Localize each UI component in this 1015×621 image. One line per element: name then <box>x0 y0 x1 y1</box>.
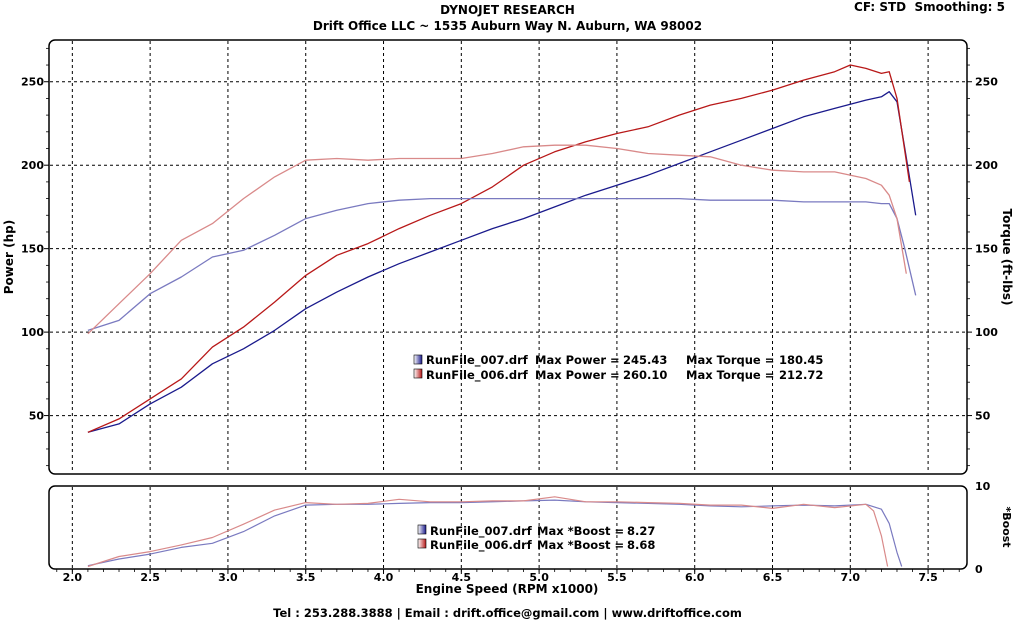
y-tick-label: 100 <box>21 326 44 339</box>
x-tick-label: 3.5 <box>296 571 316 584</box>
y-tick-label: 200 <box>21 159 44 172</box>
y-tick-label: 250 <box>21 76 44 89</box>
x-tick-label: 3.0 <box>218 571 238 584</box>
legend-file-run006: RunFile_006.drf <box>426 368 529 383</box>
x-tick-label: 6.0 <box>685 571 705 584</box>
x-tick-label: 2.5 <box>140 571 160 584</box>
run007-boost-line <box>87 499 903 567</box>
boost-legend-label-run006: Max *Boost = <box>537 538 624 552</box>
boost-legend-value-run007: 8.27 <box>627 524 655 538</box>
legend-torque-run006: 212.72 <box>779 368 823 382</box>
x-tick-label: 2.0 <box>63 571 83 584</box>
run007-torque-line <box>87 197 917 332</box>
y2-tick-label: 150 <box>975 243 998 256</box>
main-plot-frame <box>48 39 968 475</box>
y2-axis-label: Torque (ft-lbs) <box>1000 209 1014 306</box>
x-tick-label: 5.0 <box>529 571 549 584</box>
legend-power-run007: 245.43 <box>623 353 667 367</box>
x-tick-label: 5.5 <box>607 571 627 584</box>
footer-contact: Tel : 253.288.3888 | Email : drift.offic… <box>273 606 742 620</box>
legend-power-label-run007: Max Power = <box>535 353 620 367</box>
boost-legend-value-run006: 8.68 <box>627 538 655 552</box>
boost-legend-file-run006: RunFile_006.drf <box>430 538 533 553</box>
legend-power-label-run006: Max Power = <box>535 368 620 382</box>
x-tick-label: 4.0 <box>374 571 394 584</box>
run006-torque-line <box>87 144 907 335</box>
boost-tick-label: 0 <box>975 563 983 576</box>
y-axis-label: Power (hp) <box>2 220 16 294</box>
y2-tick-label: 200 <box>975 159 998 172</box>
boost-legend-label-run007: Max *Boost = <box>537 524 624 538</box>
boost-tick-label: 10 <box>975 480 991 493</box>
legend-torque-run007: 180.45 <box>779 353 823 367</box>
y2-tick-label: 100 <box>975 326 998 339</box>
legend-swatch-run007 <box>413 354 423 365</box>
x-tick-label: 7.5 <box>918 571 938 584</box>
main-legend: RunFile_007.drf Max Power = 245.43 Max T… <box>413 353 823 383</box>
x-tick-label: 7.0 <box>841 571 861 584</box>
chart-title: DYNOJET RESEARCH <box>440 3 575 17</box>
legend-torque-label-run007: Max Torque = <box>686 353 774 367</box>
y2-tick-label: 50 <box>975 410 991 423</box>
chart-subtitle: Drift Office LLC ~ 1535 Auburn Way N. Au… <box>312 19 703 33</box>
legend-power-run006: 260.10 <box>623 368 667 382</box>
legend-swatch-run006 <box>413 368 423 379</box>
y-tick-label: 150 <box>21 243 44 256</box>
y-tick-label: 50 <box>29 410 45 423</box>
legend-torque-label-run006: Max Torque = <box>686 368 774 382</box>
boost-legend-swatch-run006 <box>417 538 427 549</box>
boost-legend: RunFile_007.drf Max *Boost = 8.27 RunFil… <box>417 524 655 553</box>
x-axis-label: Engine Speed (RPM x1000) <box>416 582 599 596</box>
boost-legend-swatch-run007 <box>417 524 427 535</box>
run006-power-line <box>87 64 911 433</box>
legend-file-run007: RunFile_007.drf <box>426 353 529 368</box>
boost-legend-file-run007: RunFile_007.drf <box>430 524 533 539</box>
x-tick-label: 4.5 <box>452 571 472 584</box>
settings-label: CF: STD Smoothing: 5 <box>854 0 1005 14</box>
run006-boost-line <box>87 496 889 568</box>
boost-axis-label: *Boost <box>1000 506 1013 547</box>
x-tick-label: 6.5 <box>763 571 783 584</box>
y2-tick-label: 250 <box>975 76 998 89</box>
run007-power-line <box>87 91 917 433</box>
